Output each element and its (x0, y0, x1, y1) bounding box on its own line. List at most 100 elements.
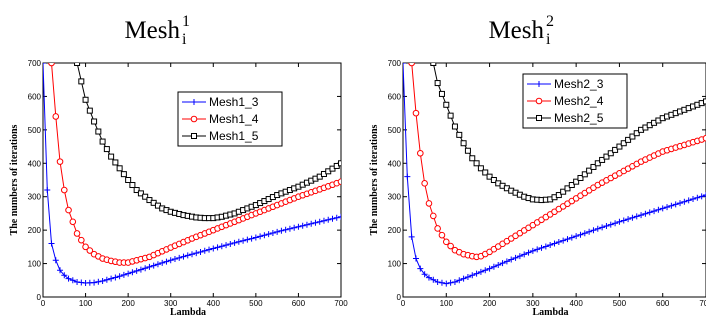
data-point (214, 244, 221, 251)
data-point (512, 254, 519, 261)
data-point (555, 239, 562, 246)
data-point (616, 143, 623, 150)
data-point (442, 238, 450, 246)
data-point (412, 255, 419, 262)
data-point (197, 248, 204, 255)
data-point (325, 216, 332, 223)
data-point (486, 173, 493, 180)
data-point (82, 243, 89, 251)
data-point (52, 257, 59, 264)
data-point (568, 182, 575, 189)
data-point (210, 245, 217, 252)
data-point (56, 158, 64, 165)
data-point (447, 242, 454, 250)
data-point (568, 234, 575, 241)
chart-title-superscript: 2 (546, 13, 554, 30)
data-point (564, 185, 571, 192)
legend-label: Mesh2_4 (554, 94, 604, 108)
y-tick-label: 100 (28, 260, 42, 269)
y-tick-label: 0 (37, 293, 42, 302)
legend: Mesh2_3 Mesh2_4 Mesh2_5 (522, 73, 628, 129)
legend-label: Mesh2_5 (554, 111, 604, 125)
data-point (125, 177, 132, 183)
data-point (261, 232, 268, 239)
data-point (240, 237, 247, 244)
data-point (599, 156, 606, 163)
data-point (438, 231, 446, 239)
data-point (338, 160, 341, 167)
data-point (218, 243, 225, 250)
data-point (417, 149, 424, 157)
data-point (244, 236, 251, 243)
data-point (464, 273, 471, 280)
legend-marker (536, 81, 542, 87)
data-point (525, 249, 532, 256)
y-tick-label: 400 (28, 159, 42, 168)
x-tick-label: 600 (292, 299, 306, 308)
data-point (112, 159, 119, 166)
x-tick-label: 300 (164, 299, 178, 308)
x-tick-label: 0 (401, 299, 406, 308)
data-point (48, 240, 55, 247)
x-tick-label: 300 (526, 299, 540, 308)
data-point (52, 113, 60, 120)
data-point (269, 229, 276, 236)
data-point (482, 169, 489, 176)
data-point (223, 242, 230, 249)
data-point (252, 234, 259, 241)
data-point (193, 250, 200, 257)
data-point (612, 220, 619, 227)
data-point (86, 107, 93, 114)
data-point (329, 215, 336, 222)
y-tick-label: 500 (388, 126, 402, 135)
data-point (659, 205, 666, 212)
chart-title: Mesh 1i (124, 13, 190, 48)
data-point (443, 101, 450, 108)
data-point (278, 227, 285, 234)
data-point (91, 279, 98, 286)
data-point (176, 254, 183, 261)
data-point (490, 177, 497, 183)
data-point (425, 200, 433, 207)
y-tick-label: 100 (388, 260, 402, 269)
data-point (508, 256, 515, 263)
data-point (163, 258, 170, 265)
data-point (60, 186, 68, 194)
data-point (612, 146, 619, 153)
data-point (312, 219, 319, 226)
data-point (633, 213, 640, 220)
data-point (120, 171, 127, 178)
data-point (456, 277, 463, 284)
data-point (629, 133, 636, 140)
x-axis-label: Lambda (170, 307, 206, 318)
series-mesh2-3 (403, 63, 706, 287)
data-point (125, 270, 132, 277)
data-point (116, 273, 123, 280)
data-point (154, 261, 161, 268)
data-point (206, 246, 213, 253)
data-point (703, 98, 706, 105)
data-point (65, 275, 72, 282)
data-point (48, 63, 55, 67)
data-point (460, 275, 467, 282)
y-tick-label: 600 (388, 92, 402, 101)
data-point (137, 190, 144, 197)
data-point (560, 237, 567, 244)
data-point (594, 225, 601, 232)
data-point (408, 63, 415, 67)
data-point (86, 247, 94, 254)
legend-marker (535, 97, 543, 105)
data-point (590, 163, 597, 170)
x-tick-label: 100 (79, 299, 93, 308)
legend-marker (191, 133, 197, 139)
data-point (434, 80, 441, 87)
data-point (337, 178, 341, 185)
y-tick-label: 200 (388, 226, 402, 235)
legend-entry: Mesh1_5 (182, 129, 259, 143)
data-point (499, 260, 506, 267)
data-point (103, 276, 110, 283)
data-point (677, 200, 684, 207)
data-point (477, 165, 484, 172)
y-tick-label: 400 (388, 159, 402, 168)
